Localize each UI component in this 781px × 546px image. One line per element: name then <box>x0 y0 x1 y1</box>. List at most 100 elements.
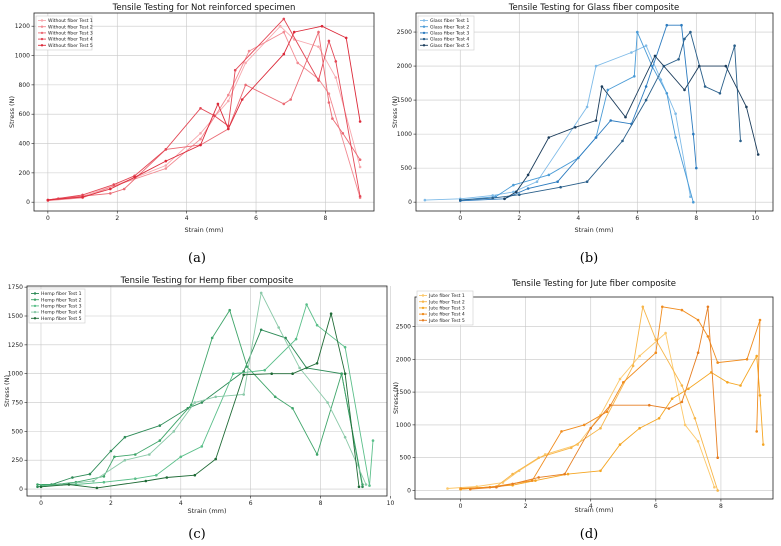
data-point <box>67 483 71 486</box>
data-point <box>664 331 667 335</box>
y-tick-label: 0 <box>407 487 411 494</box>
data-point <box>327 101 331 104</box>
data-point <box>231 372 235 376</box>
data-point <box>692 200 695 204</box>
data-point <box>758 394 762 397</box>
data-point <box>216 102 220 106</box>
legend-label: Without fiber Test 1 <box>48 18 93 24</box>
data-point <box>644 85 648 88</box>
data-point <box>511 482 514 486</box>
x-tick-label: 8 <box>719 503 723 510</box>
x-axis-label: Strain (mm) <box>184 226 223 234</box>
data-point <box>164 148 168 151</box>
data-point <box>277 326 281 329</box>
series-5 <box>46 24 362 202</box>
data-point <box>718 92 722 95</box>
x-tick-label: 0 <box>39 500 43 507</box>
y-axis-label: Stress (N) <box>391 96 399 128</box>
data-point <box>644 98 648 102</box>
y-tick-label: 1000 <box>397 131 412 138</box>
y-tick-label: 750 <box>12 400 24 407</box>
data-point <box>594 136 598 139</box>
data-point <box>282 17 286 21</box>
data-point <box>556 180 559 183</box>
legend-label: Hemp fiber Test 4 <box>41 310 82 316</box>
data-point <box>109 192 112 195</box>
data-point <box>81 193 84 197</box>
data-point <box>665 23 669 27</box>
x-tick-label: 8 <box>319 500 323 507</box>
data-point <box>530 479 534 482</box>
data-point <box>674 112 677 115</box>
y-tick-label: 400 <box>19 141 31 148</box>
data-point <box>122 187 126 191</box>
data-point <box>247 49 251 53</box>
x-tick-label: 0 <box>459 503 463 510</box>
data-point <box>689 30 692 34</box>
data-point <box>621 139 624 143</box>
y-tick-label: 1250 <box>8 342 23 349</box>
x-tick-label: 2 <box>524 503 528 510</box>
series-line <box>40 291 367 488</box>
data-point <box>331 117 334 120</box>
data-point <box>537 456 540 460</box>
x-tick-label: 2 <box>517 215 521 222</box>
data-point <box>213 114 216 117</box>
legend-label: Jute fiber Test 5 <box>428 318 465 324</box>
plot-frame <box>415 12 774 212</box>
series-line <box>47 25 361 201</box>
data-point <box>693 417 697 420</box>
series-2 <box>459 305 719 492</box>
series-5 <box>39 312 361 490</box>
legend-label: Hemp fiber Test 3 <box>41 304 82 310</box>
data-point <box>515 190 518 194</box>
data-point <box>358 158 362 161</box>
series-line <box>40 303 374 487</box>
series-line <box>470 306 719 490</box>
series-1 <box>46 24 362 202</box>
x-tick-label: 8 <box>324 215 328 222</box>
data-point <box>654 338 658 341</box>
legend-label: Jute fiber Test 4 <box>428 312 465 318</box>
data-point <box>692 132 695 136</box>
data-point <box>745 105 748 109</box>
data-point <box>133 176 136 179</box>
legend-marker <box>421 306 425 310</box>
data-point <box>606 88 610 92</box>
legend-marker <box>33 304 37 308</box>
data-point <box>259 328 263 332</box>
data-point <box>459 487 462 490</box>
y-tick-label: 200 <box>19 170 31 177</box>
data-point <box>495 485 498 489</box>
data-point <box>334 76 338 79</box>
data-point <box>511 472 514 476</box>
data-point <box>609 403 612 407</box>
data-point <box>244 61 247 65</box>
data-point <box>158 439 162 442</box>
data-point <box>245 365 249 369</box>
series-4 <box>39 291 368 489</box>
legend-label: Glass fiber Test 5 <box>430 43 469 49</box>
data-point <box>716 361 719 364</box>
data-point <box>273 395 277 399</box>
y-tick-label: 600 <box>19 111 31 118</box>
data-point <box>745 358 749 361</box>
data-point <box>109 449 113 453</box>
data-point <box>609 119 612 122</box>
series-line <box>460 31 694 203</box>
data-point <box>36 485 39 489</box>
data-point <box>624 115 627 119</box>
data-point <box>641 305 645 309</box>
data-point <box>343 345 347 349</box>
legend-label: Without fiber Test 5 <box>48 43 93 49</box>
data-point <box>88 472 92 476</box>
data-point <box>214 457 217 461</box>
data-point <box>491 194 495 197</box>
series-line <box>424 45 691 201</box>
legend-label: Glass fiber Test 1 <box>430 18 469 24</box>
data-point <box>305 303 308 306</box>
x-tick-label: 4 <box>179 500 183 507</box>
